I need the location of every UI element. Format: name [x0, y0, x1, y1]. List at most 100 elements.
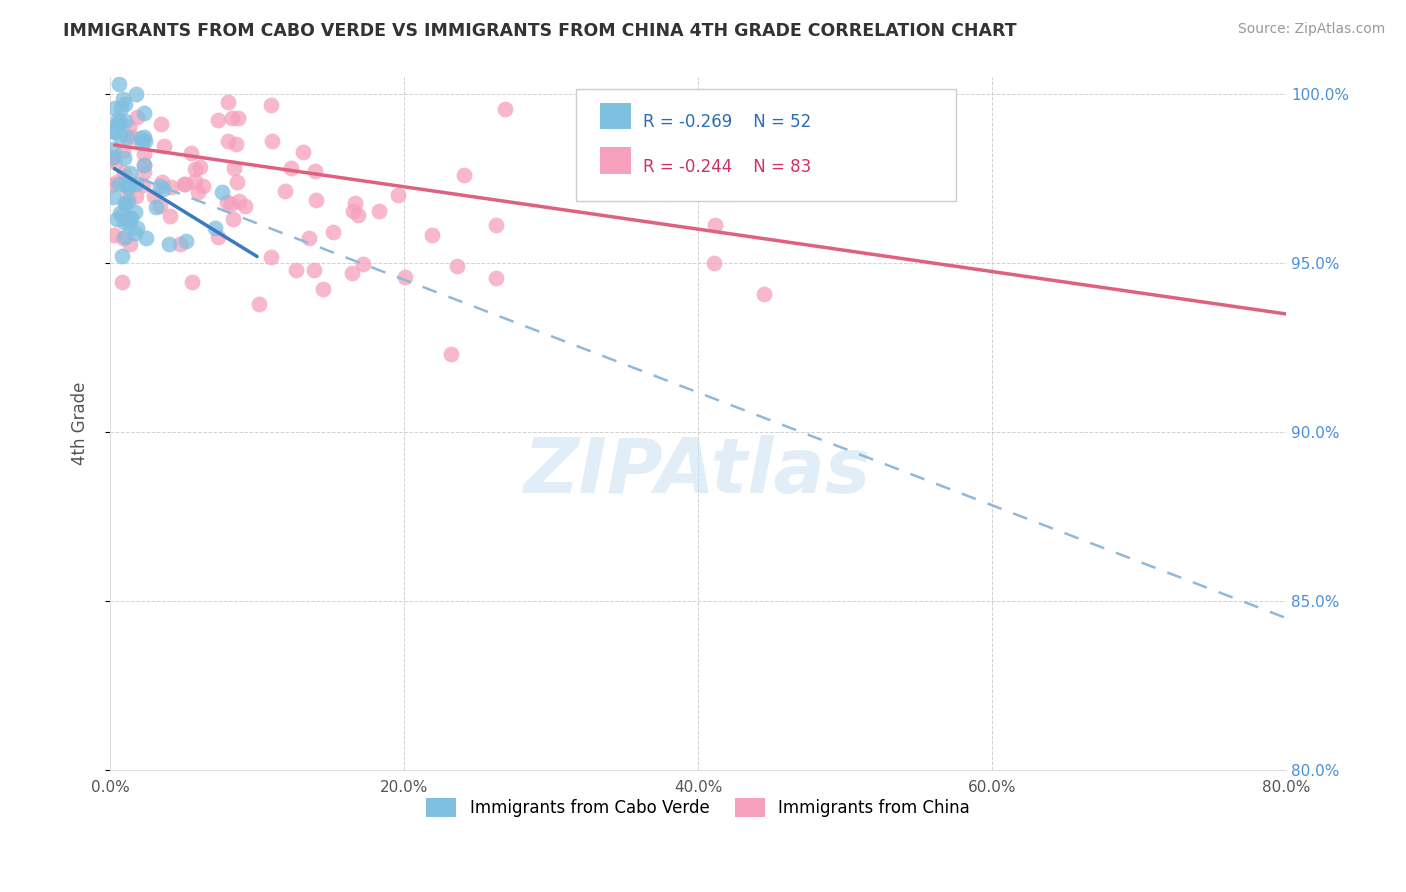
Point: [453, 169, 475, 183]
Point: [221, 197, 243, 211]
Point: [347, 208, 370, 222]
Point: [217, 134, 239, 148]
Point: [420, 228, 443, 243]
Point: [191, 179, 214, 194]
Point: [159, 209, 181, 223]
Point: [114, 229, 136, 244]
Point: [221, 111, 243, 125]
Point: [108, 77, 131, 91]
Point: [103, 150, 125, 164]
Point: [169, 236, 191, 251]
Point: [221, 211, 243, 226]
Point: [118, 211, 141, 226]
Point: [110, 206, 132, 220]
Point: [114, 177, 136, 191]
Point: [367, 204, 389, 219]
Point: [117, 179, 139, 194]
Point: [173, 177, 195, 191]
Point: [103, 227, 125, 242]
Point: [145, 200, 167, 214]
Point: [387, 188, 409, 202]
Point: [121, 129, 143, 144]
Legend: Immigrants from Cabo Verde, Immigrants from China: Immigrants from Cabo Verde, Immigrants f…: [420, 791, 976, 824]
Point: [104, 125, 127, 139]
Point: [233, 199, 256, 213]
Point: [222, 161, 245, 175]
Point: [188, 160, 211, 174]
Point: [125, 177, 148, 191]
Point: [142, 189, 165, 203]
Point: [342, 203, 364, 218]
Point: [312, 282, 335, 296]
Text: Source: ZipAtlas.com: Source: ZipAtlas.com: [1237, 22, 1385, 37]
Point: [485, 271, 508, 285]
Point: [247, 297, 270, 311]
Point: [112, 151, 135, 165]
Text: IMMIGRANTS FROM CABO VERDE VS IMMIGRANTS FROM CHINA 4TH GRADE CORRELATION CHART: IMMIGRANTS FROM CABO VERDE VS IMMIGRANTS…: [63, 22, 1017, 40]
Point: [344, 196, 367, 211]
Point: [187, 186, 209, 200]
Point: [298, 231, 321, 245]
Point: [260, 250, 283, 264]
Point: [285, 263, 308, 277]
Point: [117, 187, 139, 202]
Point: [104, 101, 127, 115]
Point: [150, 176, 173, 190]
Text: R = -0.244    N = 83: R = -0.244 N = 83: [643, 158, 811, 176]
Point: [125, 87, 148, 101]
Point: [134, 231, 156, 245]
Point: [132, 129, 155, 144]
Point: [112, 92, 135, 106]
Point: [125, 220, 148, 235]
Point: [132, 178, 155, 193]
Point: [340, 266, 363, 280]
Point: [103, 142, 125, 156]
Point: [152, 182, 174, 196]
Point: [100, 178, 122, 193]
Point: [204, 221, 226, 235]
Point: [132, 106, 155, 120]
Point: [120, 236, 142, 251]
Point: [207, 230, 229, 244]
Point: [117, 130, 139, 145]
Point: [125, 110, 148, 124]
Point: [292, 145, 315, 160]
Point: [228, 194, 250, 208]
Point: [184, 161, 207, 176]
Point: [226, 175, 249, 189]
Point: [118, 120, 141, 134]
Point: [131, 136, 153, 150]
Point: [105, 211, 128, 226]
Point: [352, 257, 374, 271]
Point: [160, 180, 183, 194]
Point: [274, 184, 297, 198]
Point: [108, 177, 131, 191]
Point: [262, 135, 284, 149]
Point: [110, 102, 132, 116]
Point: [124, 227, 146, 241]
Point: [703, 218, 725, 232]
Point: [440, 347, 463, 361]
Point: [129, 131, 152, 145]
Point: [394, 270, 416, 285]
Point: [174, 177, 197, 191]
Point: [703, 256, 725, 270]
Point: [305, 193, 328, 207]
Point: [260, 97, 283, 112]
Point: [754, 287, 776, 301]
Point: [149, 179, 172, 194]
Point: [117, 194, 139, 209]
Point: [117, 216, 139, 230]
Point: [107, 112, 129, 126]
Point: [149, 199, 172, 213]
Point: [132, 147, 155, 161]
Point: [114, 196, 136, 211]
Point: [125, 189, 148, 203]
Point: [215, 195, 238, 210]
Point: [100, 124, 122, 138]
Point: [157, 237, 180, 252]
Point: [184, 173, 207, 187]
Point: [111, 144, 134, 158]
Point: [111, 208, 134, 222]
Point: [108, 128, 131, 143]
